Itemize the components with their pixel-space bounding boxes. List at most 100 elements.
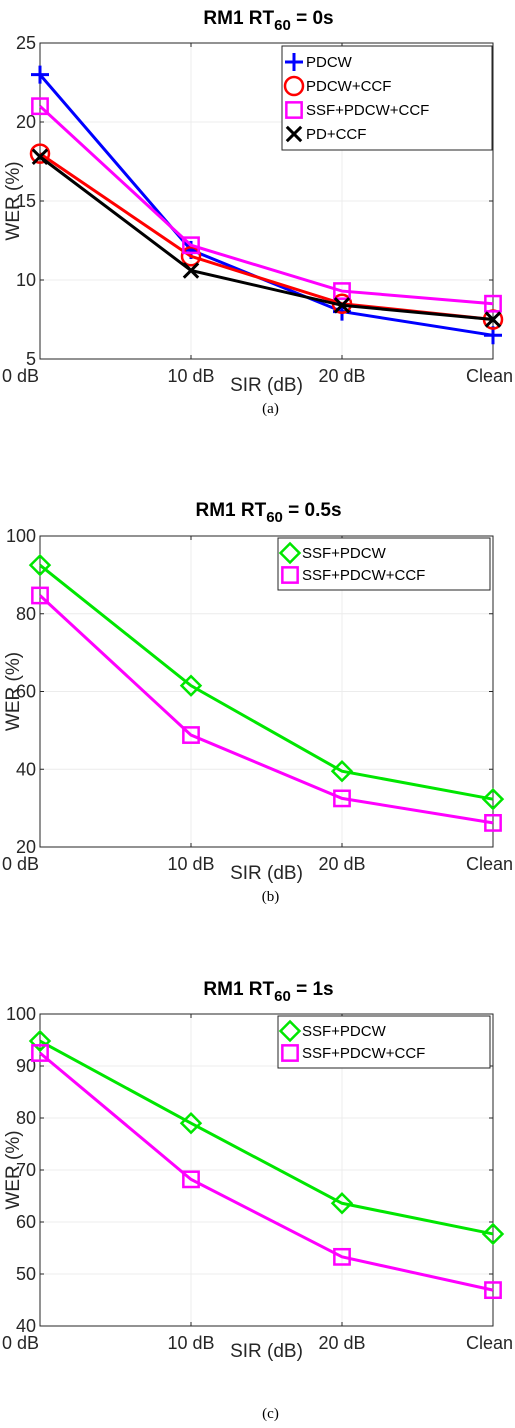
data-point-marker (182, 1170, 200, 1189)
y-tick-label: 40 (16, 759, 36, 779)
x-axis-label: SIR (dB) (230, 1341, 303, 1362)
series-line (39, 1051, 494, 1292)
y-tick-label: 100 (6, 1004, 36, 1024)
y-tick-label: 10 (16, 270, 36, 290)
x-tick-label: 20 dB (318, 854, 365, 874)
legend-entry-label: SSF+PDCW+CCF (306, 102, 429, 119)
legend-entry-label: PDCW+CCF (306, 78, 391, 95)
legend-marker (285, 53, 303, 71)
y-tick-label: 20 (16, 112, 36, 132)
data-point-marker (484, 1281, 502, 1300)
legend-box (281, 45, 493, 151)
y-tick-label: 5 (26, 349, 36, 369)
x-tick-label: 10 dB (167, 366, 214, 386)
legend-entry-label: PDCW (306, 54, 353, 71)
legend-box (277, 537, 491, 591)
y-tick-label: 90 (16, 1056, 36, 1076)
x-tick-label: Clean (466, 1333, 513, 1353)
legend-marker (281, 566, 299, 584)
x-axis-label: SIR (dB) (230, 863, 303, 884)
y-tick-label: 60 (16, 1212, 36, 1232)
x-tick-label: 0 dB (2, 366, 39, 386)
data-point-marker (179, 1111, 203, 1135)
data-point-marker (481, 787, 505, 811)
legend-marker (281, 1044, 299, 1062)
data-point-marker (31, 586, 49, 605)
data-point-marker (31, 1044, 49, 1062)
series-line (39, 152, 494, 321)
legend: SSF+PDCW SSF+PDCW+CCF (277, 1015, 491, 1069)
y-tick-label: 100 (6, 526, 36, 546)
data-point-marker (333, 282, 351, 300)
data-point-marker (481, 1222, 505, 1246)
panel-caption: (a) (262, 401, 279, 417)
legend-entry-label: SSF+PDCW (302, 1023, 387, 1040)
y-tick-label: 20 (16, 837, 36, 857)
y-tick-label: 80 (16, 1108, 36, 1128)
chart-title: RM1 RT60 = 0s (203, 8, 333, 34)
data-point-marker (484, 813, 502, 832)
data-point-marker (31, 97, 49, 116)
legend-entry-label: SSF+PDCW (302, 545, 387, 562)
data-point-marker (333, 297, 351, 314)
data-point-marker (31, 148, 49, 166)
data-point-marker (182, 262, 200, 279)
y-tick-label: 60 (16, 682, 36, 702)
y-tick-label: 70 (16, 1160, 36, 1180)
y-axis-label: WER (%) (3, 161, 24, 240)
x-tick-label: 0 dB (2, 854, 39, 874)
legend-marker (283, 75, 305, 97)
legend-marker (285, 101, 303, 119)
y-axis-label: WER (%) (3, 652, 24, 731)
y-tick-label: 25 (16, 33, 36, 53)
x-tick-label: 10 dB (167, 1333, 214, 1353)
y-tick-label: 15 (16, 191, 36, 211)
chart-panel-c: 0 dB 10 dB 20 dB Clean 40 50 60 70 80 90 100 RM1 RT… (2, 979, 513, 1422)
legend-marker (278, 541, 302, 565)
legend-entry-label: PD+CCF (306, 126, 366, 143)
data-point-marker (179, 674, 203, 697)
data-point-marker (31, 65, 49, 84)
data-point-marker (28, 553, 52, 577)
legend-box (277, 1015, 491, 1069)
chart-panel-a: 0 dB 10 dB 20 dB Clean 5 10 15 20 25 RM1 RT60 = 0… (2, 8, 513, 417)
y-axis-label: WER (%) (3, 1130, 24, 1209)
panel-caption: (c) (262, 1406, 279, 1422)
x-axis-label: SIR (dB) (230, 375, 303, 396)
x-tick-label: Clean (466, 854, 513, 874)
y-tick-label: 50 (16, 1264, 36, 1284)
data-point-marker (180, 246, 202, 267)
data-point-marker (333, 789, 351, 808)
x-tick-label: Clean (466, 366, 513, 386)
series-line (38, 594, 494, 825)
series-line (39, 155, 494, 321)
legend: SSF+PDCW SSF+PDCW+CCF (277, 537, 491, 591)
series-line (39, 1039, 494, 1236)
data-point-marker (182, 726, 200, 744)
chart-title: RM1 RT60 = 0.5s (195, 500, 341, 526)
chart-panel-b: 0 dB 10 dB 20 dB Clean 20 40 60 80 100 RM1 RT60 =… (2, 500, 513, 905)
y-tick-label: 40 (16, 1316, 36, 1336)
series-line (38, 105, 494, 306)
x-tick-label: 20 dB (318, 366, 365, 386)
legend-marker (278, 1019, 302, 1043)
legend-entry-label: SSF+PDCW+CCF (302, 567, 425, 584)
x-tick-label: 0 dB (2, 1333, 39, 1353)
data-point-marker (29, 143, 51, 164)
data-point-marker (330, 1192, 354, 1215)
legend-entry-label: SSF+PDCW+CCF (302, 1045, 425, 1062)
x-tick-label: 10 dB (167, 854, 214, 874)
legend-marker (285, 125, 303, 143)
y-tick-label: 80 (16, 604, 36, 624)
legend: PDCW PDCW+CCF SSF+PDCW+CCF PD+CCF (281, 45, 493, 151)
data-point-marker (330, 759, 354, 783)
chart-title: RM1 RT60 = 1s (203, 979, 333, 1005)
data-point-marker (28, 1029, 52, 1053)
data-point-marker (484, 311, 502, 328)
data-point-marker (182, 236, 200, 255)
series-line (39, 563, 494, 801)
data-point-marker (484, 294, 502, 313)
x-tick-label: 20 dB (318, 1333, 365, 1353)
panel-caption: (b) (262, 889, 280, 905)
